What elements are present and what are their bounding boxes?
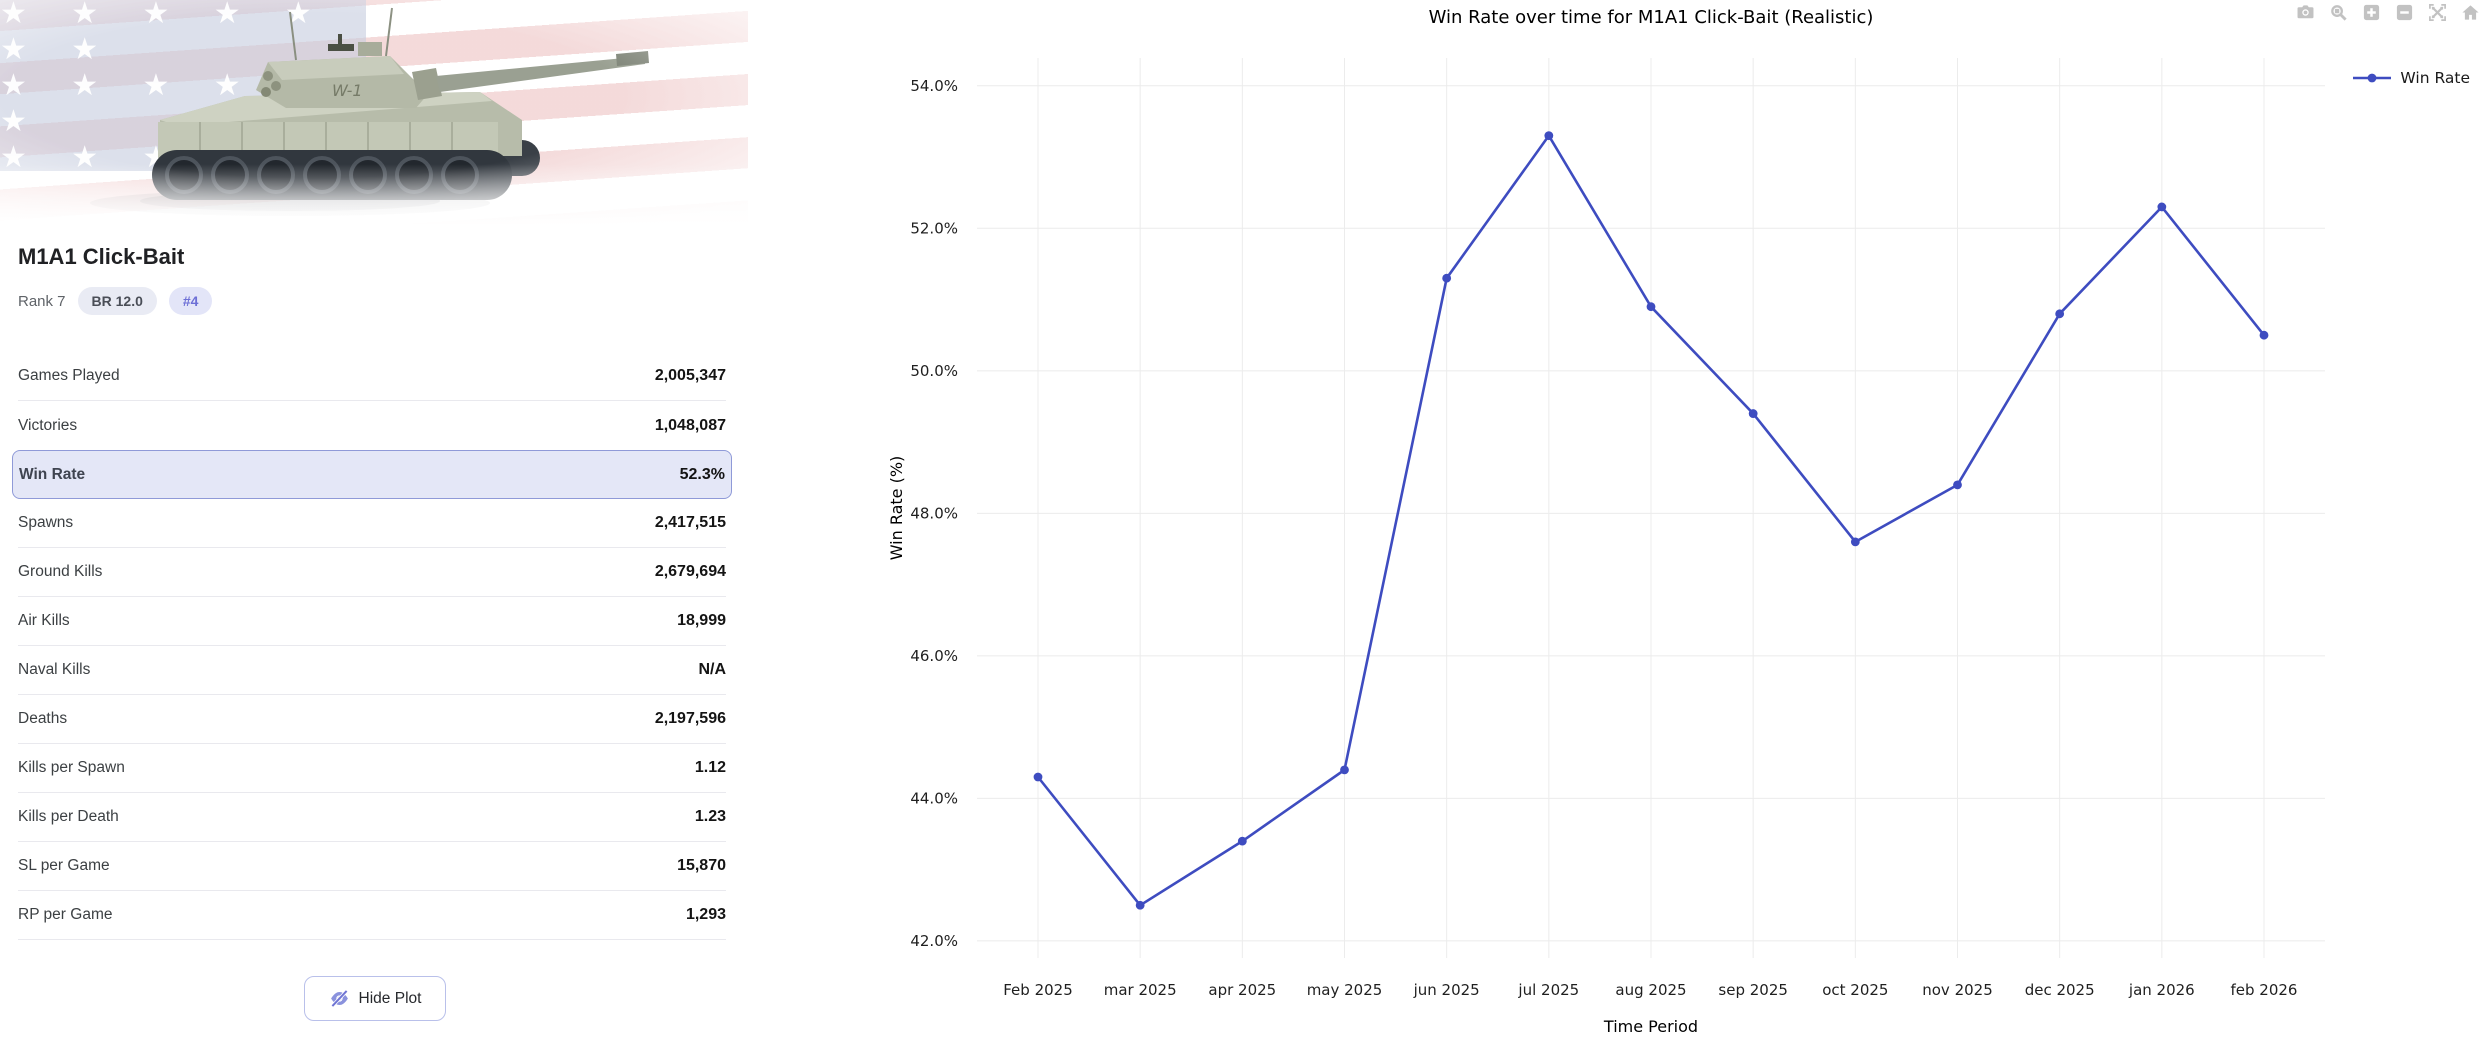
vehicle-image: ★ ★ ★ ★ ★ ★ ★★ ★ ★ ★ ★ ★★ ★ ★ ★ ★ ★ ★★ ★… (0, 0, 748, 228)
stat-row-spawns[interactable]: Spawns 2,417,515 (18, 499, 726, 548)
stat-label: SL per Game (18, 857, 110, 874)
x-tick-label: feb 2026 (2231, 981, 2298, 999)
stat-value: 2,417,515 (654, 514, 726, 531)
zoom-in-icon[interactable] (2362, 3, 2381, 22)
hide-plot-label: Hide Plot (358, 989, 422, 1007)
x-tick-label: mar 2025 (1104, 981, 1177, 999)
data-point-marker (1237, 836, 1247, 846)
y-tick-label: 46.0% (910, 647, 958, 665)
zoom-out-icon[interactable] (2395, 3, 2414, 22)
stat-value: N/A (698, 661, 726, 678)
y-tick-label: 42.0% (910, 932, 958, 950)
stat-row-kills-per-spawn[interactable]: Kills per Spawn 1.12 (18, 744, 726, 793)
stat-label: Games Played (18, 367, 120, 384)
x-tick-label: oct 2025 (1822, 981, 1888, 999)
stat-label: Deaths (18, 710, 68, 727)
stat-row-kills-per-death[interactable]: Kills per Death 1.23 (18, 793, 726, 842)
stat-row-win-rate[interactable]: Win Rate 52.3% (12, 450, 732, 499)
zoom-icon[interactable] (2329, 3, 2348, 22)
stat-row-deaths[interactable]: Deaths 2,197,596 (18, 695, 726, 744)
eye-off-icon (330, 989, 348, 1008)
flag-fade-bottom (0, 0, 748, 228)
stat-label: Kills per Death (18, 808, 119, 825)
stat-row-victories[interactable]: Victories 1,048,087 (18, 401, 726, 450)
data-point-marker (1442, 273, 1452, 283)
data-point-marker (2055, 309, 2065, 319)
x-tick-label: jun 2025 (1413, 981, 1480, 999)
y-tick-label: 44.0% (910, 789, 958, 807)
stat-label: Victories (18, 416, 78, 434)
x-axis-title: Time Period (1603, 1017, 1698, 1036)
autoscale-icon[interactable] (2428, 3, 2447, 22)
data-point-marker (1646, 302, 1656, 312)
stat-value: 15,870 (677, 857, 726, 874)
stat-label: Spawns (18, 514, 74, 531)
stat-value: 18,999 (677, 612, 726, 629)
stat-row-games-played[interactable]: Games Played 2,005,347 (18, 352, 726, 401)
stat-row-ground-kills[interactable]: Ground Kills 2,679,694 (18, 548, 726, 597)
x-tick-label: jul 2025 (1517, 981, 1579, 999)
x-tick-label: dec 2025 (2025, 981, 2095, 999)
x-tick-label: aug 2025 (1615, 981, 1686, 999)
x-tick-label: Feb 2025 (1003, 981, 1073, 999)
x-tick-label: apr 2025 (1208, 981, 1276, 999)
y-tick-label: 52.0% (910, 219, 958, 237)
legend-label: Win Rate (2400, 69, 2470, 87)
stat-row-air-kills[interactable]: Air Kills 18,999 (18, 597, 726, 646)
chart-toolbar (2296, 3, 2480, 22)
stat-label: RP per Game (18, 906, 113, 923)
stat-label: Kills per Spawn (18, 759, 125, 776)
vehicle-panel: ★ ★ ★ ★ ★ ★ ★★ ★ ★ ★ ★ ★★ ★ ★ ★ ★ ★ ★★ ★… (0, 0, 760, 1041)
badges-row: Rank 7 BR 12.0 #4 (18, 287, 213, 315)
stat-value: 1.12 (694, 759, 726, 776)
stat-label: Ground Kills (18, 563, 103, 580)
stats-table: Games Played 2,005,347 Victories 1,048,087 W… (0, 352, 748, 940)
data-point-marker (1340, 765, 1349, 775)
data-point-marker (2259, 330, 2269, 340)
br-badge: BR 12.0 (77, 287, 157, 315)
data-point-marker (1953, 480, 1962, 490)
stat-row-sl-per-game[interactable]: SL per Game 15,870 (18, 842, 726, 891)
y-tick-label: 54.0% (910, 77, 958, 95)
data-point-marker (1033, 772, 1043, 782)
stat-value: 2,679,694 (654, 563, 726, 580)
x-tick-label: may 2025 (1307, 981, 1383, 999)
camera-icon[interactable] (2296, 3, 2315, 22)
hide-plot-button[interactable]: Hide Plot (304, 976, 446, 1021)
data-point-marker (1850, 537, 1860, 547)
stat-value: 1,293 (685, 906, 726, 923)
stat-value: 1,048,087 (654, 416, 726, 434)
data-point-marker (1544, 131, 1554, 141)
chart-title: Win Rate over time for M1A1 Click-Bait (… (1428, 7, 1874, 28)
x-tick-label: nov 2025 (1922, 981, 1993, 999)
stat-value: 1.23 (694, 808, 726, 825)
win-rate-chart: Win Rate over time for M1A1 Click-Bait (… (880, 0, 2487, 1041)
legend-line-sample (2353, 73, 2392, 83)
stat-label: Naval Kills (18, 661, 91, 678)
plot-area: 42.0% 44.0% 46.0% 48.0% 50.0% 52.0% 54.0% Feb 2… (887, 58, 2325, 1036)
chart-legend[interactable]: Win Rate (2352, 69, 2470, 87)
stat-value: 52.3% (679, 465, 725, 483)
x-tick-label: jan 2026 (2128, 981, 2195, 999)
y-tick-label: 50.0% (910, 362, 958, 380)
reset-home-icon[interactable] (2461, 3, 2480, 22)
stat-row-rp-per-game[interactable]: RP per Game 1,293 (18, 891, 726, 940)
data-point-marker (1748, 409, 1758, 418)
rank-label: Rank 7 (18, 292, 66, 310)
position-badge: #4 (168, 287, 213, 315)
y-tick-label: 48.0% (910, 504, 958, 522)
x-tick-label: sep 2025 (1718, 981, 1788, 999)
stat-label: Win Rate (19, 465, 86, 483)
data-point-marker (2157, 202, 2167, 212)
stat-value: 2,197,596 (654, 710, 726, 727)
vehicle-title: M1A1 Click-Bait (18, 244, 185, 269)
stat-label: Air Kills (18, 612, 70, 629)
data-point-marker (1135, 900, 1145, 910)
stat-row-naval-kills[interactable]: Naval Kills N/A (18, 646, 726, 695)
stat-value: 2,005,347 (654, 367, 726, 384)
y-axis-title: Win Rate (%) (887, 456, 906, 561)
